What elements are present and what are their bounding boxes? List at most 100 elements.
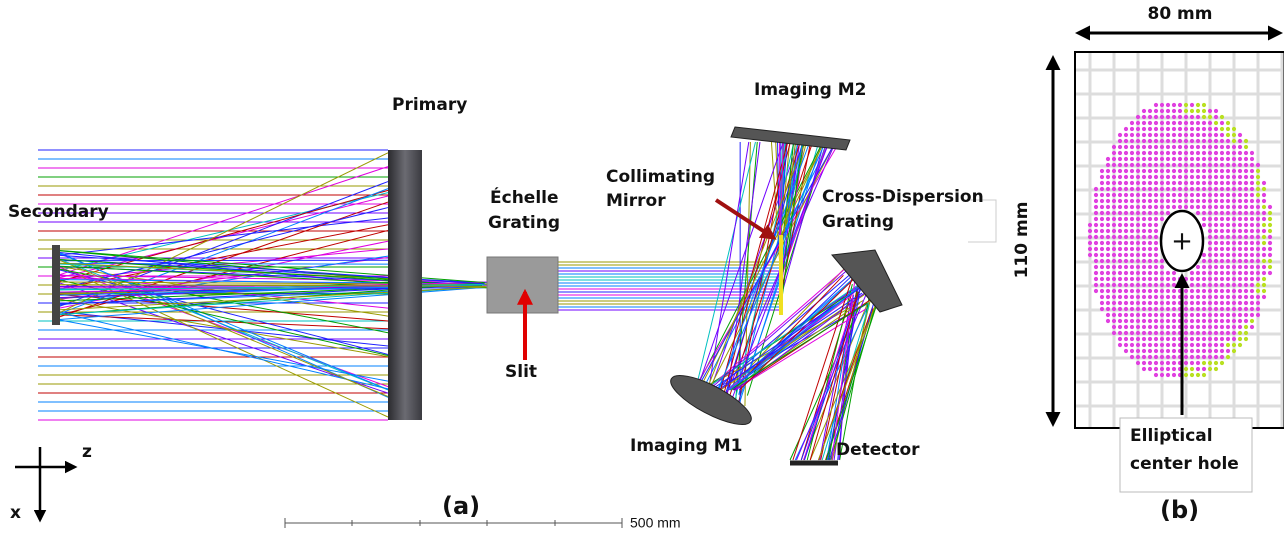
spot bbox=[1250, 187, 1254, 191]
spot bbox=[1238, 241, 1242, 245]
spot bbox=[1160, 307, 1164, 311]
spot bbox=[1244, 283, 1248, 287]
spot bbox=[1160, 331, 1164, 335]
scale-label: 500 mm bbox=[630, 515, 681, 531]
spot bbox=[1106, 193, 1110, 197]
spot bbox=[1160, 349, 1164, 353]
spot bbox=[1244, 181, 1248, 185]
spot bbox=[1202, 307, 1206, 311]
spot bbox=[1112, 283, 1116, 287]
spot bbox=[1232, 235, 1236, 239]
spot bbox=[1250, 277, 1254, 281]
spot bbox=[1100, 253, 1104, 257]
spot bbox=[1100, 187, 1104, 191]
spot bbox=[1142, 175, 1146, 179]
spot bbox=[1172, 127, 1176, 131]
spot bbox=[1118, 139, 1122, 143]
spot bbox=[1226, 307, 1230, 311]
spot bbox=[1220, 121, 1224, 125]
spot bbox=[1202, 217, 1206, 221]
spot bbox=[1238, 295, 1242, 299]
spot bbox=[1100, 283, 1104, 287]
spot bbox=[1232, 175, 1236, 179]
spot bbox=[1238, 235, 1242, 239]
spot bbox=[1112, 271, 1116, 275]
spot bbox=[1088, 229, 1092, 233]
spot bbox=[1130, 307, 1134, 311]
spot bbox=[1094, 253, 1098, 257]
spot bbox=[1160, 187, 1164, 191]
spot bbox=[1172, 367, 1176, 371]
spot bbox=[1142, 247, 1146, 251]
spot bbox=[1112, 181, 1116, 185]
spot bbox=[1238, 283, 1242, 287]
spot bbox=[1118, 235, 1122, 239]
spot bbox=[1106, 205, 1110, 209]
label: Imaging M1 bbox=[630, 436, 742, 456]
spot bbox=[1178, 133, 1182, 137]
spot bbox=[1196, 175, 1200, 179]
spot bbox=[1142, 181, 1146, 185]
spot bbox=[1094, 259, 1098, 263]
spot bbox=[1166, 355, 1170, 359]
spot bbox=[1172, 349, 1176, 353]
spot bbox=[1184, 331, 1188, 335]
spot bbox=[1094, 271, 1098, 275]
spot bbox=[1262, 187, 1266, 191]
spot bbox=[1238, 157, 1242, 161]
echelle-grating-block bbox=[487, 257, 558, 313]
spot bbox=[1106, 181, 1110, 185]
spot bbox=[1208, 199, 1212, 203]
spot bbox=[1190, 115, 1194, 119]
spot bbox=[1130, 253, 1134, 257]
spot bbox=[1190, 361, 1194, 365]
spot bbox=[1136, 235, 1140, 239]
spot bbox=[1214, 337, 1218, 341]
spot bbox=[1226, 349, 1230, 353]
spot bbox=[1220, 223, 1224, 227]
spot bbox=[1250, 325, 1254, 329]
spot bbox=[1220, 271, 1224, 275]
spot bbox=[1214, 169, 1218, 173]
spot bbox=[1184, 133, 1188, 137]
spot bbox=[1130, 289, 1134, 293]
axis-label: x bbox=[10, 503, 21, 523]
spot bbox=[1196, 199, 1200, 203]
spot bbox=[1172, 199, 1176, 203]
spot bbox=[1112, 235, 1116, 239]
spot bbox=[1112, 277, 1116, 281]
spot bbox=[1256, 175, 1260, 179]
spot bbox=[1184, 175, 1188, 179]
spot bbox=[1208, 187, 1212, 191]
spot bbox=[1112, 145, 1116, 149]
spot bbox=[1142, 283, 1146, 287]
spot bbox=[1154, 313, 1158, 317]
spot bbox=[1112, 331, 1116, 335]
spot bbox=[1190, 187, 1194, 191]
spot bbox=[1232, 289, 1236, 293]
spot bbox=[1214, 139, 1218, 143]
spot bbox=[1160, 121, 1164, 125]
spot bbox=[1226, 127, 1230, 131]
spot bbox=[1154, 127, 1158, 131]
spot bbox=[1214, 349, 1218, 353]
spot bbox=[1172, 283, 1176, 287]
spot bbox=[1106, 283, 1110, 287]
spot bbox=[1244, 151, 1248, 155]
spot bbox=[1226, 133, 1230, 137]
spot bbox=[1130, 343, 1134, 347]
spot bbox=[1226, 145, 1230, 149]
spot bbox=[1232, 211, 1236, 215]
spot bbox=[1220, 247, 1224, 251]
spot bbox=[1100, 277, 1104, 281]
spot bbox=[1130, 127, 1134, 131]
spot bbox=[1124, 163, 1128, 167]
spot bbox=[1124, 169, 1128, 173]
spot bbox=[1208, 247, 1212, 251]
spot bbox=[1160, 211, 1164, 215]
spot bbox=[1196, 355, 1200, 359]
spot bbox=[1142, 235, 1146, 239]
spot bbox=[1190, 103, 1194, 107]
spot bbox=[1208, 109, 1212, 113]
spot bbox=[1232, 133, 1236, 137]
